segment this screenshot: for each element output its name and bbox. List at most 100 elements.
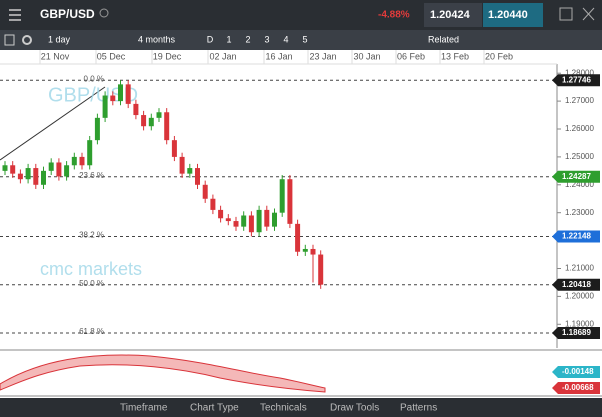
date-label: 23 Jan [309,51,336,61]
y-tick-label: 1.23000 [565,208,594,217]
candle-body [33,168,39,185]
toolbar-item[interactable]: 1 [226,34,231,44]
date-label: 20 Feb [485,51,513,61]
footer-bar [0,398,602,417]
date-label: 21 Nov [41,51,70,61]
date-label: 06 Feb [397,51,425,61]
sell-price: 1.20424 [430,9,471,21]
indicator-label: -0.00668 [562,383,594,392]
settings-icon[interactable] [22,35,32,45]
candle-body [318,254,324,285]
panel-icon[interactable] [4,34,15,46]
brand: cmc markets [40,259,142,279]
candle-body [295,223,301,252]
price-tag [552,326,600,339]
candle-body [233,221,239,227]
candle-body [264,209,270,227]
watermark: GBP/USD [48,84,138,106]
related[interactable]: Related [428,34,459,44]
price-label: 1.20418 [562,280,591,289]
change: -4.88% [378,10,410,21]
date-label: 30 Jan [353,51,380,61]
candle-body [302,248,308,252]
fib-label: 61.8 % [79,327,104,336]
menu-icon[interactable] [9,9,21,21]
candle-body [10,165,16,174]
candle-body [148,117,154,127]
fib-label: 50.0 % [79,279,104,288]
candle-body [41,170,46,185]
y-tick-label: 1.28000 [565,68,594,77]
candle-body [87,140,93,166]
y-tick-label: 1.20000 [565,291,594,300]
toolbar-item[interactable]: 2 [245,34,250,44]
y-tick-label: 1.25000 [565,152,594,161]
toolbar-item[interactable]: 3 [264,34,269,44]
fib-label: 38.2 % [79,231,104,240]
window-icon[interactable] [559,7,573,21]
date-label: 19 Dec [153,51,182,61]
candle-body [2,165,8,171]
indicator-area [0,354,326,393]
trend-line [0,86,106,161]
y-tick-label: 1.27000 [565,96,594,105]
toolbar-item[interactable]: 4 [283,34,288,44]
candle-body [195,168,200,185]
candle-body [64,165,70,177]
price-label: 1.22148 [562,232,591,241]
footer-tab[interactable]: Patterns [400,403,437,414]
toolbar-item[interactable]: 5 [302,34,307,44]
candle-body [17,173,23,180]
candle-body [164,112,170,141]
interval[interactable]: 1 day [48,34,71,44]
candle-body [25,168,31,180]
candle-body [48,162,54,171]
y-tick-label: 1.24000 [565,180,594,189]
toolbar-item[interactable]: D [207,34,214,44]
symbol: GBP/USD [40,7,95,21]
candle-body [310,248,316,255]
candle-body [141,115,147,127]
date-label: 16 Jan [265,51,292,61]
y-tick-label: 1.19000 [565,319,594,328]
candle-body [272,212,277,227]
candle-body [79,156,85,166]
footer-tab[interactable]: Chart Type [190,403,239,414]
price-label: 1.24287 [562,172,591,181]
candle-body [179,156,185,174]
price-tag [552,74,600,87]
candle-body [279,179,285,213]
y-tick-label: 1.21000 [565,264,594,273]
candle-body [110,95,116,102]
candle-body [156,112,162,118]
candle-body [218,209,224,219]
buy-button[interactable] [483,3,543,27]
candle-body [248,215,254,233]
range[interactable]: 4 months [138,34,176,44]
candle-body [125,84,131,104]
search-icon[interactable] [99,8,109,18]
footer-tab[interactable]: Timeframe [120,403,168,414]
price-label: 1.18689 [562,328,591,337]
candle-body [118,84,123,102]
price-label: 1.27746 [562,75,591,84]
buy-price: 1.20440 [488,9,528,21]
candle-body [225,218,231,222]
candle-body [102,95,108,118]
candle-body [202,184,208,199]
candle-body [187,168,193,174]
date-label: 05 Dec [97,51,126,61]
footer-tab[interactable]: Draw Tools [330,403,379,414]
fib-label: 23.6 % [79,171,104,180]
footer-tab[interactable]: Technicals [260,403,307,414]
price-tag [552,230,600,243]
sell-button[interactable] [424,3,482,27]
date-label: 02 Jan [209,51,236,61]
candle-body [94,117,100,141]
candle-body [56,162,62,177]
candle-body [287,179,293,224]
indicator-tag [552,366,600,378]
candle-body [241,215,247,227]
